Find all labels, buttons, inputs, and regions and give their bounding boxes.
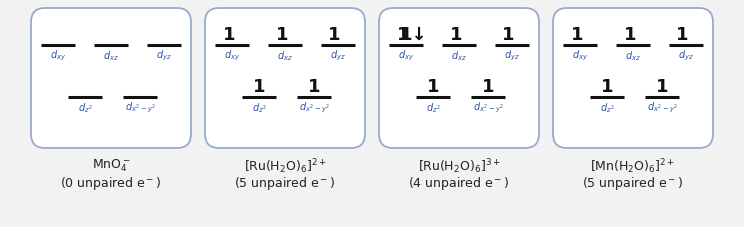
Text: $d_{xz}$: $d_{xz}$ bbox=[625, 49, 641, 62]
Text: $d_{yz}$: $d_{yz}$ bbox=[504, 49, 519, 63]
Text: 1: 1 bbox=[253, 78, 266, 96]
Text: 1: 1 bbox=[223, 26, 236, 44]
Text: 1: 1 bbox=[571, 26, 583, 44]
Text: (5 unpaired e$^-$): (5 unpaired e$^-$) bbox=[234, 174, 336, 191]
Text: (4 unpaired e$^-$): (4 unpaired e$^-$) bbox=[408, 174, 510, 191]
FancyBboxPatch shape bbox=[31, 9, 191, 148]
Text: [Ru(H$_2$O)$_6$]$^{2+}$: [Ru(H$_2$O)$_6$]$^{2+}$ bbox=[243, 156, 327, 175]
Text: $d_{xz}$: $d_{xz}$ bbox=[103, 49, 119, 62]
Text: $d_{yz}$: $d_{yz}$ bbox=[678, 49, 693, 63]
Text: $d_{xy}$: $d_{xy}$ bbox=[572, 49, 589, 63]
Text: $d_{xz}$: $d_{xz}$ bbox=[277, 49, 293, 62]
Text: [Mn(H$_2$O)$_6$]$^{2+}$: [Mn(H$_2$O)$_6$]$^{2+}$ bbox=[590, 156, 676, 175]
Text: $d_{xy}$: $d_{xy}$ bbox=[398, 49, 414, 63]
Text: 1: 1 bbox=[656, 78, 668, 96]
Text: $d_{xy}$: $d_{xy}$ bbox=[224, 49, 240, 63]
Text: 1: 1 bbox=[601, 78, 613, 96]
Text: $d_{x^2-y^2}$: $d_{x^2-y^2}$ bbox=[647, 101, 678, 115]
Text: $d_{z^2}$: $d_{z^2}$ bbox=[78, 101, 92, 114]
Text: $d_{x^2-y^2}$: $d_{x^2-y^2}$ bbox=[124, 101, 155, 115]
Text: $d_{xz}$: $d_{xz}$ bbox=[451, 49, 467, 62]
Text: $d_{yz}$: $d_{yz}$ bbox=[330, 49, 346, 63]
Text: 1: 1 bbox=[427, 78, 439, 96]
FancyBboxPatch shape bbox=[379, 9, 539, 148]
Text: $d_{z^2}$: $d_{z^2}$ bbox=[251, 101, 266, 114]
Text: 1: 1 bbox=[397, 26, 410, 44]
Text: 1: 1 bbox=[276, 26, 288, 44]
Text: $d_{xy}$: $d_{xy}$ bbox=[50, 49, 66, 63]
FancyBboxPatch shape bbox=[553, 9, 713, 148]
Text: 1: 1 bbox=[623, 26, 636, 44]
Text: [Ru(H$_2$O)$_6$]$^{3+}$: [Ru(H$_2$O)$_6$]$^{3+}$ bbox=[417, 156, 501, 175]
Text: 1: 1 bbox=[676, 26, 689, 44]
Text: (0 unpaired e$^-$): (0 unpaired e$^-$) bbox=[60, 174, 161, 191]
Text: $d_{yz}$: $d_{yz}$ bbox=[155, 49, 172, 63]
Text: 1: 1 bbox=[450, 26, 462, 44]
Text: MnO$_4^-$: MnO$_4^-$ bbox=[92, 156, 130, 173]
Text: 1: 1 bbox=[328, 26, 341, 44]
Text: $d_{z^2}$: $d_{z^2}$ bbox=[600, 101, 615, 114]
Text: 1: 1 bbox=[308, 78, 321, 96]
Text: 1↓: 1↓ bbox=[400, 26, 427, 44]
Text: 1: 1 bbox=[502, 26, 515, 44]
Text: $d_{z^2}$: $d_{z^2}$ bbox=[426, 101, 440, 114]
FancyBboxPatch shape bbox=[205, 9, 365, 148]
Text: 1: 1 bbox=[482, 78, 495, 96]
Text: $d_{x^2-y^2}$: $d_{x^2-y^2}$ bbox=[298, 101, 330, 115]
Text: $d_{x^2-y^2}$: $d_{x^2-y^2}$ bbox=[472, 101, 504, 115]
Text: (5 unpaired e$^-$): (5 unpaired e$^-$) bbox=[583, 174, 684, 191]
